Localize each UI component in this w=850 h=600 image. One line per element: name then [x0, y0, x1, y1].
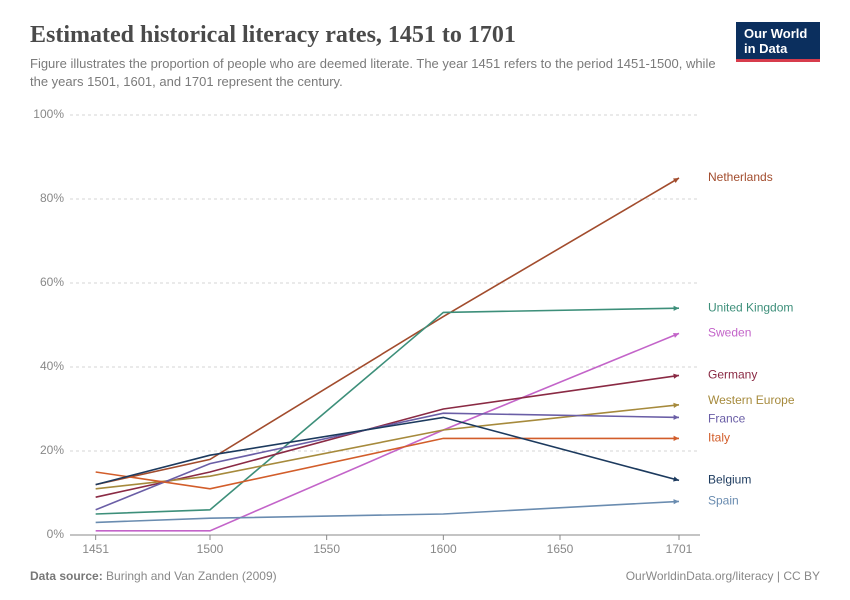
y-tick-label: 40%	[40, 360, 64, 374]
source-label: Data source:	[30, 569, 103, 583]
arrowhead-icon	[674, 306, 679, 311]
y-tick-label: 20%	[40, 444, 64, 458]
logo-line1: Our World	[744, 27, 812, 42]
page-subtitle: Figure illustrates the proportion of peo…	[30, 55, 716, 91]
page-title: Estimated historical literacy rates, 145…	[30, 22, 716, 49]
y-tick-label: 80%	[40, 192, 64, 206]
arrowhead-icon	[674, 436, 679, 441]
series-line	[96, 334, 679, 531]
x-axis: 1451 1500 1550 1600 1650 1701	[82, 535, 692, 556]
y-tick-label: 60%	[40, 276, 64, 290]
x-tick-label: 1600	[430, 542, 457, 556]
series-group	[96, 178, 679, 531]
source-text: Buringh and Van Zanden (2009)	[106, 569, 277, 583]
series-label: Western Europe	[708, 393, 795, 407]
series-label: Germany	[708, 368, 757, 382]
title-block: Estimated historical literacy rates, 145…	[30, 22, 736, 91]
series-label: Netherlands	[708, 171, 773, 185]
series-label: Spain	[708, 494, 739, 508]
series-labels: Netherlands United Kingdom Sweden Germany We…	[708, 171, 795, 508]
x-tick-label: 1550	[313, 542, 340, 556]
data-source: Data source: Buringh and Van Zanden (200…	[30, 569, 277, 583]
arrowhead-icon	[673, 499, 679, 504]
line-chart: 0%20%40%60%80%100% 145115001550160016501…	[30, 105, 820, 565]
owid-logo: Our World in Data	[736, 22, 820, 62]
series-label: France	[708, 412, 746, 426]
series-line	[96, 405, 679, 489]
series-label: Belgium	[708, 473, 751, 487]
y-tick-label: 100%	[33, 108, 64, 122]
attribution: OurWorldinData.org/literacy | CC BY	[626, 569, 820, 583]
series-line	[96, 309, 679, 515]
series-label: United Kingdom	[708, 301, 793, 315]
x-tick-label: 1451	[82, 542, 109, 556]
gridlines	[70, 115, 700, 451]
y-tick-label: 0%	[47, 528, 65, 542]
x-tick-label: 1500	[197, 542, 224, 556]
series-label: Sweden	[708, 326, 751, 340]
series-line	[96, 502, 679, 523]
arrowhead-icon	[674, 415, 679, 420]
series-line	[96, 439, 679, 489]
series-label: Italy	[708, 431, 730, 445]
logo-line2: in Data	[744, 42, 812, 57]
page-root: Estimated historical literacy rates, 145…	[0, 0, 850, 600]
chart-container: 0%20%40%60%80%100% 145115001550160016501…	[30, 105, 820, 565]
footer: Data source: Buringh and Van Zanden (200…	[30, 569, 820, 583]
x-tick-label: 1650	[547, 542, 574, 556]
header: Estimated historical literacy rates, 145…	[30, 22, 820, 91]
x-tick-label: 1701	[666, 542, 693, 556]
